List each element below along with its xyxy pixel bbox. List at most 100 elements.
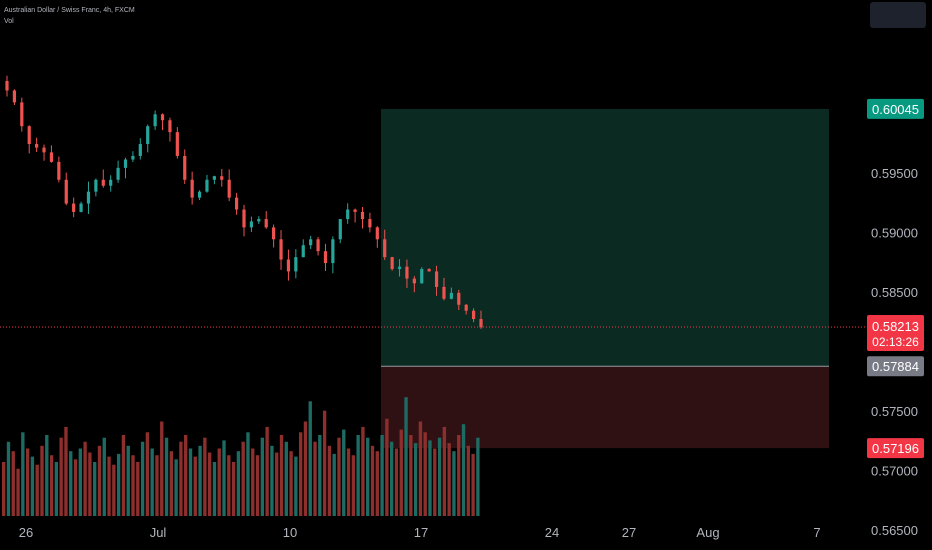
volume-bar	[251, 448, 255, 516]
volume-bars	[2, 397, 480, 516]
volume-bar	[298, 432, 303, 516]
profit-zone[interactable]	[381, 108, 829, 367]
chart-menu-box[interactable]	[870, 2, 926, 28]
volume-bar	[136, 462, 140, 516]
candle-body	[27, 126, 31, 145]
y-tick-label: 0.58500	[871, 285, 918, 300]
volume-bar	[21, 432, 25, 516]
volume-bar	[83, 441, 87, 516]
volume-bar	[49, 455, 54, 516]
candle-body	[35, 144, 39, 148]
y-axis: 0.59500 0.59000 0.58500 0.57500 0.57000 0.565…	[871, 166, 918, 538]
entry-price-badge[interactable]	[867, 356, 924, 377]
volume-bar	[150, 448, 154, 516]
volume-bar	[212, 462, 217, 516]
volume-bar	[73, 459, 78, 516]
candle-body	[286, 259, 291, 272]
candle-body	[242, 209, 246, 228]
candle-body	[20, 102, 24, 127]
candle-body	[434, 271, 439, 287]
candle-body	[360, 211, 365, 220]
volume-bar	[160, 421, 164, 516]
volume-bar	[437, 437, 442, 516]
candle-body	[205, 179, 209, 192]
candle-body	[427, 269, 431, 272]
volume-bar	[337, 437, 341, 516]
volume-bar	[471, 453, 475, 516]
candle-body	[390, 257, 394, 270]
volume-bar	[346, 448, 351, 516]
volume-bar	[318, 435, 322, 516]
candle-body	[101, 179, 105, 186]
current-price-badge[interactable]	[867, 315, 924, 352]
volume-bar	[59, 437, 63, 516]
candle-body	[175, 132, 179, 156]
volume-bar	[366, 437, 370, 516]
volume-bar	[356, 435, 360, 516]
stop-price-badge[interactable]	[867, 438, 924, 459]
volume-bar	[203, 437, 207, 516]
volume-bar	[327, 445, 332, 516]
volume-bar	[375, 451, 379, 516]
volume-bar	[289, 451, 293, 516]
target-price-badge[interactable]	[867, 98, 924, 119]
volume-bar	[231, 462, 236, 516]
volume-bar	[184, 435, 188, 516]
candle-body	[116, 167, 120, 180]
entry-price-badge-label: 0.57884	[872, 359, 919, 374]
volume-bar	[188, 448, 193, 516]
candle-body	[249, 221, 254, 228]
volume-bar	[88, 452, 92, 516]
volume-bar	[404, 397, 408, 516]
candle-body	[212, 176, 216, 180]
volume-bar	[116, 453, 121, 516]
volume-bar	[198, 445, 202, 516]
volume-bar	[78, 448, 82, 516]
candle-body	[168, 120, 172, 133]
volume-bar	[35, 464, 39, 516]
candle-body	[397, 266, 402, 270]
candle-body	[412, 278, 416, 284]
candle-body	[257, 219, 261, 222]
candle-body	[316, 239, 320, 252]
volume-bar	[255, 455, 260, 516]
candle-body	[457, 292, 461, 305]
volume-bar	[54, 462, 59, 516]
stop-price-badge-label: 0.57196	[872, 441, 919, 456]
candle-body	[72, 203, 76, 212]
candle-body	[94, 179, 98, 192]
candle-body	[346, 209, 350, 220]
volume-bar	[361, 426, 365, 516]
volume-bar	[279, 435, 284, 516]
y-tick-label: 0.59000	[871, 225, 918, 240]
volume-bar	[399, 429, 403, 516]
volume-bar	[380, 435, 384, 516]
candle-body	[471, 310, 476, 320]
volume-bar	[461, 424, 466, 516]
candle-body	[353, 209, 357, 212]
symbol-title: Australian Dollar / Swiss Franc, 4h, FXC…	[4, 7, 135, 14]
candle-body	[479, 319, 483, 328]
volume-bar	[332, 453, 336, 516]
x-tick-label: 7	[813, 525, 820, 540]
volume-bar	[2, 462, 6, 516]
candle-body	[323, 251, 328, 264]
volume-bar	[193, 456, 197, 516]
candle-body	[294, 257, 298, 272]
volume-bar	[241, 441, 245, 516]
volume-bar	[370, 445, 375, 516]
candle-body	[12, 90, 17, 103]
candle-body	[264, 219, 268, 228]
position-zones	[381, 108, 829, 449]
x-tick-label: 26	[19, 525, 33, 540]
volume-bar	[155, 455, 159, 516]
candle-body	[420, 269, 424, 284]
y-tick-label: 0.57500	[871, 404, 918, 419]
volume-bar	[342, 429, 346, 516]
volume-bar	[11, 451, 15, 516]
loss-zone[interactable]	[381, 366, 829, 449]
candle-body	[464, 304, 468, 311]
volume-bar	[169, 451, 174, 516]
